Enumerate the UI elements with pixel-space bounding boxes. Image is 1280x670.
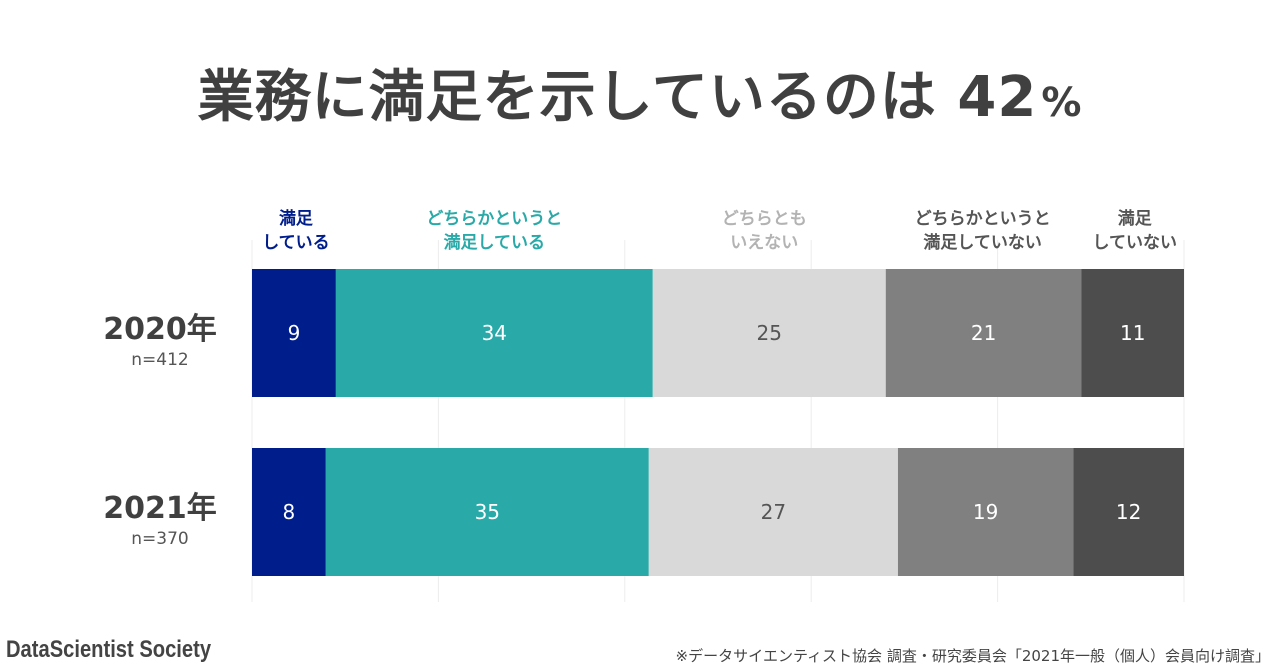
- bar-segment: [652, 269, 886, 397]
- bar-segment: [252, 269, 336, 397]
- data-label: 34: [482, 321, 507, 345]
- legend-label-line: どちらかというと: [915, 209, 1051, 229]
- page-title: 業務に満足を示しているのは 42%: [0, 52, 1280, 133]
- data-label: 12: [1116, 500, 1141, 524]
- legend-label-line: どちらかというと: [426, 209, 562, 229]
- bar-segment: [897, 448, 1074, 576]
- data-label: 9: [288, 321, 301, 345]
- data-label: 35: [475, 500, 500, 524]
- legend-label: どちらともいえない: [722, 209, 807, 253]
- data-label: 19: [973, 500, 998, 524]
- legend-label: どちらかというと満足している: [426, 209, 562, 253]
- legend-label: どちらかというと満足していない: [915, 209, 1051, 253]
- legend-label: 満足していない: [1092, 208, 1177, 253]
- legend-label-line: 満足していない: [923, 232, 1042, 253]
- title-unit: %: [1041, 80, 1083, 126]
- bar-segment: [1073, 448, 1184, 576]
- category-sample-size: n=370: [131, 529, 188, 549]
- legend-label-line: いえない: [730, 233, 798, 253]
- data-label: 27: [761, 500, 786, 524]
- bar-segment: [325, 448, 649, 576]
- source-note: ※データサイエンティスト協会 調査・研究委員会「2021年一般（個人）会員向け調…: [675, 647, 1270, 665]
- title-text: 業務に満足を示しているのは: [197, 65, 937, 130]
- bar-segment: [648, 448, 898, 576]
- legend-label-line: 満足: [279, 208, 313, 229]
- legend-label-line: していない: [1092, 233, 1177, 253]
- category-label: 2021年: [103, 491, 217, 526]
- bar-segment: [252, 448, 326, 576]
- legend-label-line: 満足している: [444, 232, 546, 253]
- legend-label-line: どちらとも: [722, 209, 807, 229]
- category-sample-size: n=412: [131, 350, 188, 370]
- data-label: 11: [1120, 321, 1145, 345]
- title-value: 42: [957, 65, 1038, 130]
- legend-label-line: している: [262, 233, 330, 253]
- bar-segment: [1081, 269, 1184, 397]
- bar-segment: [335, 269, 653, 397]
- bar-segment: [885, 269, 1082, 397]
- legend-label: 満足している: [262, 208, 330, 253]
- data-label: 21: [971, 321, 996, 345]
- brand-logo-text: DataScientist Society: [6, 636, 212, 663]
- category-label: 2020年: [103, 312, 217, 347]
- legend-label-line: 満足: [1118, 208, 1152, 229]
- data-label: 8: [283, 500, 296, 524]
- data-label: 25: [757, 321, 782, 345]
